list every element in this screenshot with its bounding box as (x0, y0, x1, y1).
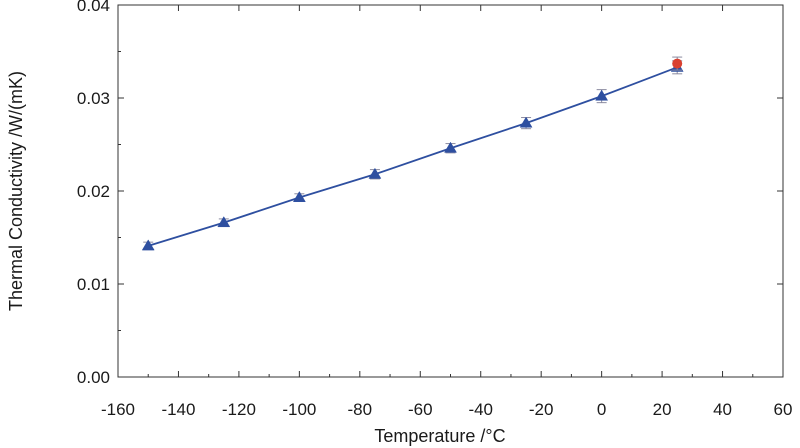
series-layer (141, 56, 684, 251)
data-point-triangle (292, 191, 306, 202)
x-tick-label: -120 (222, 400, 256, 419)
y-tick-label: 0.03 (77, 89, 110, 108)
x-tick-label: -60 (408, 400, 433, 419)
x-tick-label: 20 (653, 400, 672, 419)
y-tick-label: 0.02 (77, 182, 110, 201)
x-tick-label: -80 (348, 400, 373, 419)
data-point-triangle (595, 89, 609, 101)
x-tick-label: -140 (161, 400, 195, 419)
y-axis-label: Thermal Conductivity /W/(mK) (6, 71, 26, 311)
x-tick-label: -160 (101, 400, 135, 419)
x-tick-label: 0 (597, 400, 606, 419)
data-point-circle (672, 58, 683, 69)
ticks-layer: -160 -140 -120 -100 -80 -60 -40 -20 0 20 40 60 0.00 0… (77, 0, 793, 419)
data-point-triangle (444, 141, 457, 153)
x-tick-label: -40 (468, 400, 493, 419)
x-tick-label: 40 (713, 400, 732, 419)
plot-frame (117, 4, 784, 378)
data-point-triangle (519, 116, 533, 128)
x-tick-label: 60 (774, 400, 793, 419)
data-point-triangle (141, 239, 155, 251)
x-tick-label: -20 (529, 400, 554, 419)
y-tick-label: 0.01 (77, 275, 110, 294)
data-point-triangle (368, 167, 382, 179)
data-point-triangle (217, 216, 231, 228)
series-line (147, 66, 678, 247)
x-tick-label: -100 (282, 400, 316, 419)
x-axis-label: Temperature /°C (374, 426, 505, 446)
y-tick-label: 0.04 (77, 0, 110, 15)
y-tick-label: 0.00 (77, 368, 110, 387)
